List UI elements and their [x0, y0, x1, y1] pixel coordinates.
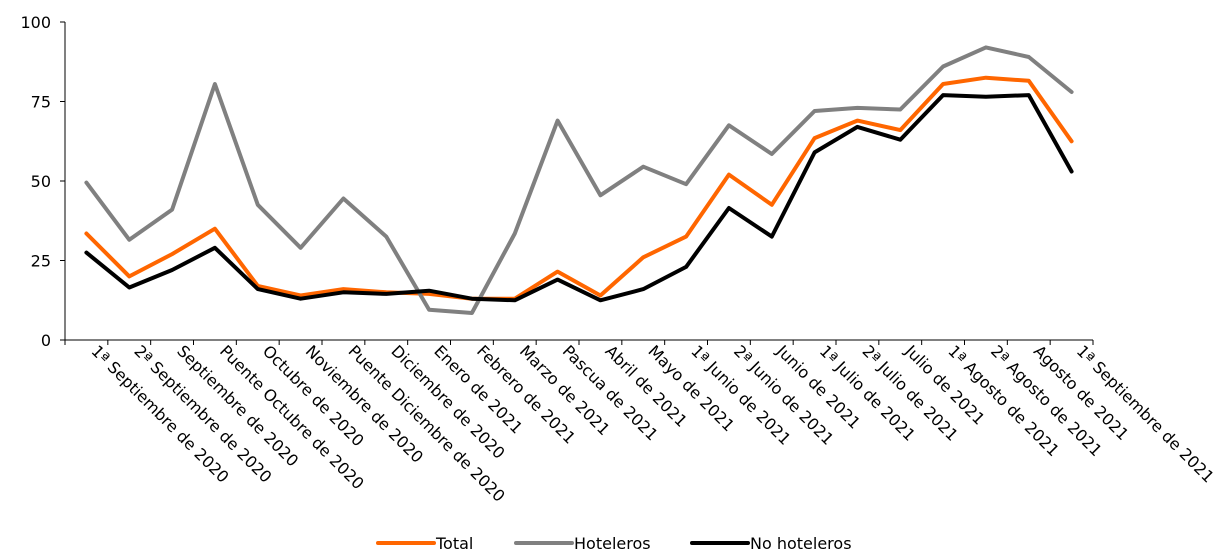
y-tick-label: 0: [41, 331, 51, 350]
legend-label-total: Total: [435, 534, 473, 552]
series-line-hoteleros: [84, 45, 1074, 315]
legend-label-no-hoteleros: No hoteleros: [750, 534, 852, 552]
series-line-total: [84, 75, 1074, 301]
legend: Total Hoteleros No hoteleros: [376, 534, 852, 552]
series-line-no-hoteleros: [84, 93, 1074, 303]
y-tick-label: 75: [31, 93, 51, 112]
y-tick-label: 100: [20, 13, 51, 32]
y-tick-label: 25: [31, 252, 51, 271]
y-tick-label: 50: [31, 172, 51, 191]
series-lines: [84, 45, 1074, 315]
legend-label-hoteleros: Hoteleros: [574, 534, 651, 552]
y-tick-labels: 0 25 50 75 100: [20, 13, 65, 350]
